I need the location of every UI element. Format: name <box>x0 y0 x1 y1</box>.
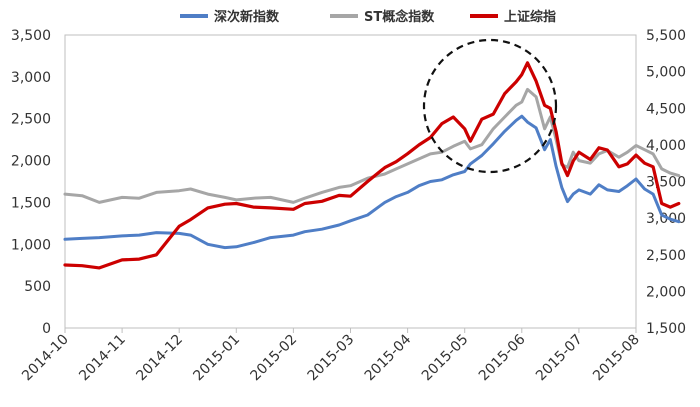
x-tick-label: 2015-03 <box>305 332 358 385</box>
y-left-tick-label: 3,500 <box>11 28 51 44</box>
y-left-tick-label: 2,500 <box>11 112 51 128</box>
y-left-tick-label: 2,000 <box>11 154 51 170</box>
x-tick-label: 2014-11 <box>76 332 129 385</box>
x-tick-label: 2015-05 <box>419 332 472 385</box>
x-tick-label: 2015-01 <box>190 332 243 385</box>
x-tick-label: 2015-04 <box>362 331 415 384</box>
annotation-layer <box>422 38 558 174</box>
series-line-2 <box>63 87 681 204</box>
x-tick-label: 2014-10 <box>19 332 72 385</box>
x-tick-label: 2015-07 <box>533 332 586 385</box>
legend-label: 深次新指数 <box>214 9 280 25</box>
legend-label: ST概念指数 <box>364 9 435 25</box>
y-right-tick-label: 3,000 <box>646 211 686 227</box>
y-left-tick-label: 1,500 <box>11 195 51 211</box>
highlight-circle <box>422 38 558 174</box>
y-right-tick-label: 3,500 <box>646 175 686 191</box>
x-tick-label: 2015-02 <box>248 332 301 385</box>
x-tick-label: 2014-12 <box>133 332 186 385</box>
y-right-tick-label: 1,500 <box>646 321 686 337</box>
y-right-tick-label: 5,500 <box>646 28 686 44</box>
y-left-tick-label: 3,000 <box>11 70 51 86</box>
x-tick-label: 2015-08 <box>590 332 643 385</box>
axes-layer: 05001,0001,5002,0002,5003,0003,5001,5002… <box>11 28 686 384</box>
y-left-tick-label: 1,000 <box>11 237 51 253</box>
series-line-1 <box>63 114 681 250</box>
series-line-3 <box>63 61 681 270</box>
y-right-tick-label: 4,500 <box>646 101 686 117</box>
y-right-tick-label: 2,500 <box>646 248 686 264</box>
y-right-tick-label: 4,000 <box>646 138 686 154</box>
series-layer <box>63 61 681 270</box>
y-right-tick-label: 5,000 <box>646 65 686 81</box>
y-right-tick-label: 2,000 <box>646 284 686 300</box>
legend-label: 上证综指 <box>504 9 556 25</box>
y-left-tick-label: 0 <box>42 321 51 337</box>
y-left-tick-label: 500 <box>24 279 51 295</box>
legend: 深次新指数 ST概念指数 上证综指 <box>180 9 556 25</box>
x-tick-label: 2015-06 <box>476 331 529 384</box>
